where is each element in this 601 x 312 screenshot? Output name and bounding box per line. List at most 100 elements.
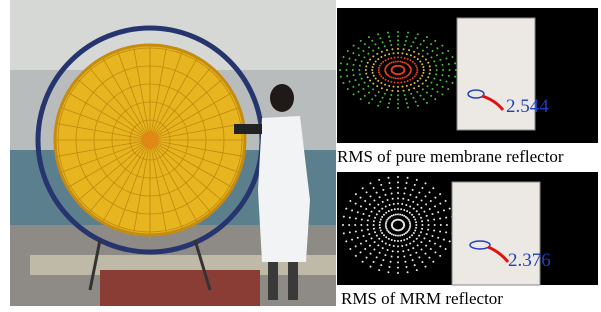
point xyxy=(397,39,399,41)
point xyxy=(423,69,425,71)
point xyxy=(399,61,401,63)
point xyxy=(383,234,385,236)
point xyxy=(407,199,409,201)
point xyxy=(349,200,351,202)
point xyxy=(365,69,367,71)
point xyxy=(397,240,399,242)
point xyxy=(385,79,387,81)
point xyxy=(408,220,410,222)
point xyxy=(353,45,355,47)
point xyxy=(354,224,356,226)
point xyxy=(410,68,412,70)
point xyxy=(412,41,414,43)
point xyxy=(454,76,456,78)
point xyxy=(393,77,395,79)
point xyxy=(414,63,416,65)
point xyxy=(413,208,415,210)
point xyxy=(397,35,399,37)
point xyxy=(412,61,414,63)
point xyxy=(388,238,390,240)
point xyxy=(397,261,399,263)
point xyxy=(434,224,436,226)
point xyxy=(416,69,418,71)
point xyxy=(407,58,409,60)
point xyxy=(373,261,375,263)
point xyxy=(403,90,405,92)
point xyxy=(421,63,423,65)
point xyxy=(404,81,406,83)
point xyxy=(434,98,436,100)
point xyxy=(415,252,417,254)
point xyxy=(410,254,412,256)
point xyxy=(390,81,392,83)
point xyxy=(426,215,428,217)
point xyxy=(355,245,357,247)
point xyxy=(417,244,419,246)
point xyxy=(431,235,433,237)
point xyxy=(403,192,405,194)
point xyxy=(429,240,431,242)
point xyxy=(419,61,421,63)
point xyxy=(397,77,399,79)
point xyxy=(401,203,403,205)
point xyxy=(393,234,395,236)
point xyxy=(391,192,393,194)
point xyxy=(376,213,378,215)
point xyxy=(425,58,427,60)
point xyxy=(384,93,386,95)
point xyxy=(400,208,402,210)
point xyxy=(403,223,405,225)
point xyxy=(362,88,364,90)
point xyxy=(407,177,409,179)
point xyxy=(445,231,447,233)
point xyxy=(406,85,408,87)
point xyxy=(363,235,365,237)
point xyxy=(427,76,429,78)
point xyxy=(415,221,417,223)
point xyxy=(401,61,403,63)
point xyxy=(345,240,347,242)
point xyxy=(417,58,419,60)
point xyxy=(405,182,407,184)
point xyxy=(449,240,451,242)
point xyxy=(385,236,387,238)
point xyxy=(417,33,419,35)
point xyxy=(381,232,383,234)
point xyxy=(349,81,351,83)
point xyxy=(427,85,429,87)
point xyxy=(422,66,424,68)
point xyxy=(419,77,421,79)
point xyxy=(376,192,378,194)
point xyxy=(371,211,373,213)
point xyxy=(372,66,374,68)
point xyxy=(373,224,375,226)
point xyxy=(403,239,405,241)
point xyxy=(361,78,363,80)
point xyxy=(378,269,380,271)
point xyxy=(349,57,351,59)
point xyxy=(391,48,393,50)
point xyxy=(434,251,436,253)
point xyxy=(397,56,399,58)
point xyxy=(388,36,390,38)
point xyxy=(405,204,407,206)
point xyxy=(439,193,441,195)
point xyxy=(452,82,454,84)
point xyxy=(409,59,411,61)
point xyxy=(351,239,353,241)
point xyxy=(387,80,389,82)
point xyxy=(387,58,389,60)
point xyxy=(355,255,357,257)
point xyxy=(352,69,354,71)
point xyxy=(378,91,380,93)
point xyxy=(409,79,411,81)
point xyxy=(403,256,405,258)
point xyxy=(368,46,370,48)
point xyxy=(422,55,424,57)
point xyxy=(349,231,351,233)
point xyxy=(404,187,406,189)
point xyxy=(442,69,444,71)
point xyxy=(397,94,399,96)
point xyxy=(437,211,439,213)
point xyxy=(414,75,416,77)
